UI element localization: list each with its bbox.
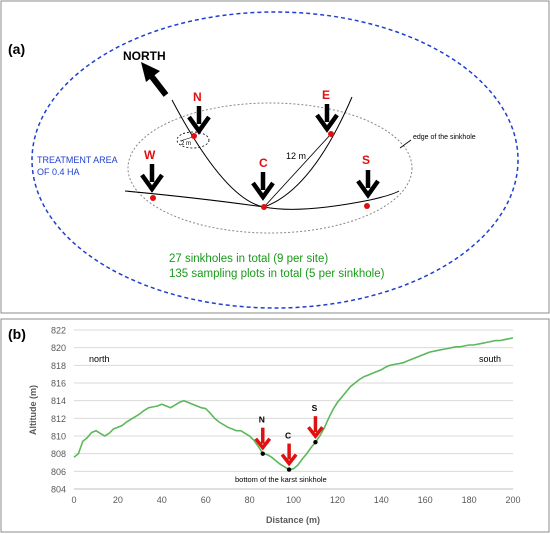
x-tick-label: 80: [245, 495, 255, 505]
x-tick-label: 20: [113, 495, 123, 505]
y-tick-label: 820: [51, 343, 66, 353]
x-tick-label: 120: [330, 495, 345, 505]
sampling-point-c: C: [251, 156, 275, 210]
plot-label-n: N: [193, 90, 202, 104]
chart-plot-area: 804 806 808 810 812 814 816 818 820 822 0 20 40 60 80 1…: [51, 326, 521, 506]
panel-a: (a) TREATMENT AREA OF 0.4 HA NORTH edge …: [0, 0, 550, 314]
summary-line-1: 27 sinkholes in total (9 per site): [169, 253, 328, 265]
transect-south-extension: [369, 190, 400, 201]
sampling-point-w: W: [140, 148, 164, 201]
down-arrow-icon: [140, 164, 164, 193]
plot-label-w: W: [144, 148, 156, 162]
marker-label-n: N: [259, 415, 265, 425]
north-annotation: north: [89, 354, 110, 364]
red-down-arrow-icon: [307, 426, 324, 440]
panel-b-frame: [0, 318, 550, 533]
x-tick-label: 160: [418, 495, 433, 505]
plot-point-c: [261, 204, 267, 210]
y-tick-label: 806: [51, 467, 66, 477]
plot-size-circle: [176, 131, 210, 149]
panel-a-frame: [0, 0, 550, 314]
transect-west-east-curve: [124, 96, 353, 208]
sampling-point-n: N: [187, 90, 211, 139]
x-tick-label: 40: [157, 495, 167, 505]
plot-radius-line: [179, 136, 194, 142]
panel-b: (b) 804 806 808 810 812 814 816 818 820 822 0 20 40 6…: [0, 318, 550, 533]
summary-line-2: 135 sampling plots in total (5 per sinkh…: [169, 268, 385, 280]
down-arrow-icon: [251, 172, 275, 201]
y-tick-label: 818: [51, 361, 66, 371]
y-tick-label: 822: [51, 326, 66, 336]
plot-point-e: [328, 131, 334, 137]
x-tick-label: 180: [462, 495, 477, 505]
treatment-area-boundary: [31, 11, 519, 309]
marker-label-s: S: [312, 403, 318, 413]
transect-north-south-curve: [171, 99, 371, 210]
sampling-point-s: S: [356, 153, 380, 209]
south-annotation: south: [479, 354, 501, 364]
red-down-arrow-icon: [254, 437, 272, 451]
panel-b-label: (b): [8, 326, 26, 342]
y-tick-label: 804: [51, 485, 66, 495]
sampling-point-e: E: [315, 88, 339, 137]
y-tick-label: 814: [51, 396, 66, 406]
elevation-profile-line: [73, 337, 514, 471]
red-down-arrow-icon: [280, 453, 298, 467]
treatment-area-label-line1: TREATMENT AREA: [37, 155, 118, 165]
x-tick-label: 140: [374, 495, 389, 505]
sinkhole-edge-pointer: [399, 139, 412, 149]
north-arrow-icon: [141, 62, 169, 97]
x-axis-title: Distance (m): [266, 515, 320, 525]
marker-label-c: C: [285, 431, 291, 441]
y-tick-label: 816: [51, 379, 66, 389]
plot-label-s: S: [362, 153, 370, 167]
marker-point-n: [260, 451, 265, 456]
down-arrow-icon: [356, 170, 380, 199]
plot-point-w: [150, 195, 156, 201]
down-arrow-icon: [315, 104, 339, 133]
bottom-annotation: bottom of the karst sinkhole: [235, 475, 327, 484]
marker-point-c: [286, 467, 292, 472]
x-tick-label: 0: [71, 495, 76, 505]
sinkhole-edge-label: edge of the sinkhole: [413, 134, 476, 141]
sinkhole-edge: [127, 102, 413, 234]
panel-a-label: (a): [8, 41, 25, 57]
x-tick-label: 200: [505, 495, 520, 505]
y-tick-label: 808: [51, 449, 66, 459]
y-tick-label: 810: [51, 432, 66, 442]
plot-point-n: [191, 133, 197, 139]
x-tick-label: 100: [286, 495, 301, 505]
plot-point-s: [364, 203, 370, 209]
transect-center-east-line: [263, 133, 332, 208]
marker-point-s: [313, 439, 318, 445]
distance-label: 12 m: [286, 151, 306, 161]
plot-label-c: C: [259, 156, 268, 170]
plot-size-label: 2 m: [181, 141, 191, 147]
north-label: NORTH: [123, 49, 166, 63]
y-tick-label: 812: [51, 414, 66, 424]
y-axis-title: Altitude (m): [28, 385, 38, 435]
treatment-area-label-line2: OF 0.4 HA: [37, 167, 80, 177]
plot-label-e: E: [322, 88, 330, 102]
x-tick-label: 60: [201, 495, 211, 505]
down-arrow-icon: [187, 106, 211, 135]
